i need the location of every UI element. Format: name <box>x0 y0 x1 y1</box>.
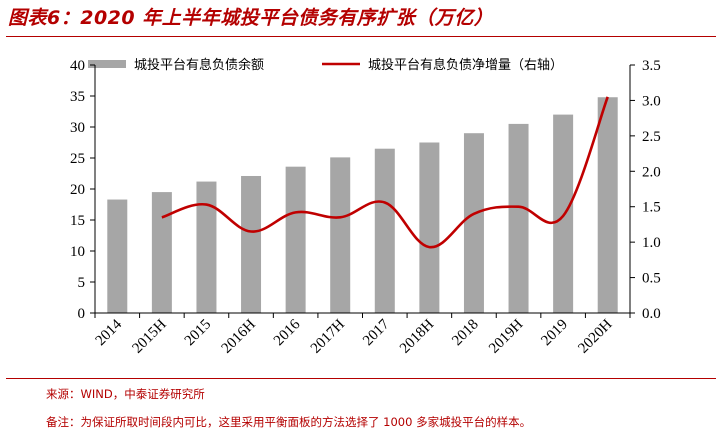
bar-2016H <box>241 175 262 313</box>
y-left-tick-label: 20 <box>70 182 85 198</box>
y-right-tick-label: 0.0 <box>642 306 661 322</box>
y-right-tick-label: 3.0 <box>642 93 661 109</box>
y-left-tick-label: 15 <box>70 213 85 229</box>
source-note: 来源：WIND，中泰证券研究所 <box>46 387 205 401</box>
legend-bar-swatch <box>88 60 126 68</box>
bar-2016 <box>285 166 306 313</box>
x-tick-label: 2018 <box>449 317 482 350</box>
y-left-tick-label: 0 <box>78 306 86 322</box>
x-tick-label: 2019H <box>486 316 526 356</box>
x-tick-label: 2017 <box>360 316 393 349</box>
y-right-tick-label: 3.5 <box>642 58 661 74</box>
y-left-tick-label: 30 <box>70 120 85 136</box>
bar-2014 <box>107 199 128 313</box>
x-tick-label: 2019 <box>538 317 571 350</box>
bar-2019H <box>508 123 529 314</box>
y-right-tick-label: 2.0 <box>642 164 661 180</box>
bar-2017 <box>374 148 395 313</box>
bar-2017H <box>330 157 351 313</box>
y-right-tick-label: 1.0 <box>642 235 661 251</box>
memo-note: 备注：为保证所取时间段内可比，这里采用平衡面板的方法选择了 1000 多家城投平… <box>46 415 532 429</box>
x-tick-label: 2018H <box>397 316 437 356</box>
bar-2018 <box>463 133 484 313</box>
x-tick-label: 2015H <box>130 316 170 356</box>
chart-legend: 城投平台有息负债余额 城投平台有息负债净增量（右轴） <box>88 57 563 73</box>
y-right-tick-label: 0.5 <box>642 271 661 287</box>
combo-chart: 城投平台有息负债余额 城投平台有息负债净增量（右轴） 0 5 10 15 20 25 30 3… <box>70 57 661 357</box>
footer-divider <box>6 378 716 379</box>
figure-title: 图表6：2020 年上半年城投平台债务有序扩张（万亿） <box>8 7 494 29</box>
bar-2020H <box>597 97 618 313</box>
bar-2018H <box>419 142 440 313</box>
legend-line-label: 城投平台有息负债净增量（右轴） <box>368 57 563 73</box>
bar-2015 <box>196 181 217 313</box>
y-left-tick-label: 40 <box>70 58 85 74</box>
bar-2015H <box>151 192 172 313</box>
title-divider <box>6 36 716 37</box>
x-tick-label: 2020H <box>575 316 615 356</box>
y-left-tick-label: 25 <box>70 151 85 167</box>
legend-bar-label: 城投平台有息负债余额 <box>134 57 264 73</box>
x-tick-label: 2014 <box>93 316 126 349</box>
y-left-tick-label: 35 <box>70 89 85 105</box>
y-right-tick-label: 1.5 <box>642 200 661 216</box>
bar-series <box>107 97 618 314</box>
y-right-tick-label: 2.5 <box>642 129 661 145</box>
line-series <box>161 96 609 249</box>
x-tick-label: 2016H <box>219 316 259 356</box>
y-left-tick-label: 10 <box>70 244 85 260</box>
x-tick-label: 2016 <box>271 316 304 349</box>
x-tick-label: 2015 <box>182 317 215 350</box>
x-tick-label: 2017H <box>308 316 348 356</box>
y-left-tick-label: 5 <box>78 275 86 291</box>
